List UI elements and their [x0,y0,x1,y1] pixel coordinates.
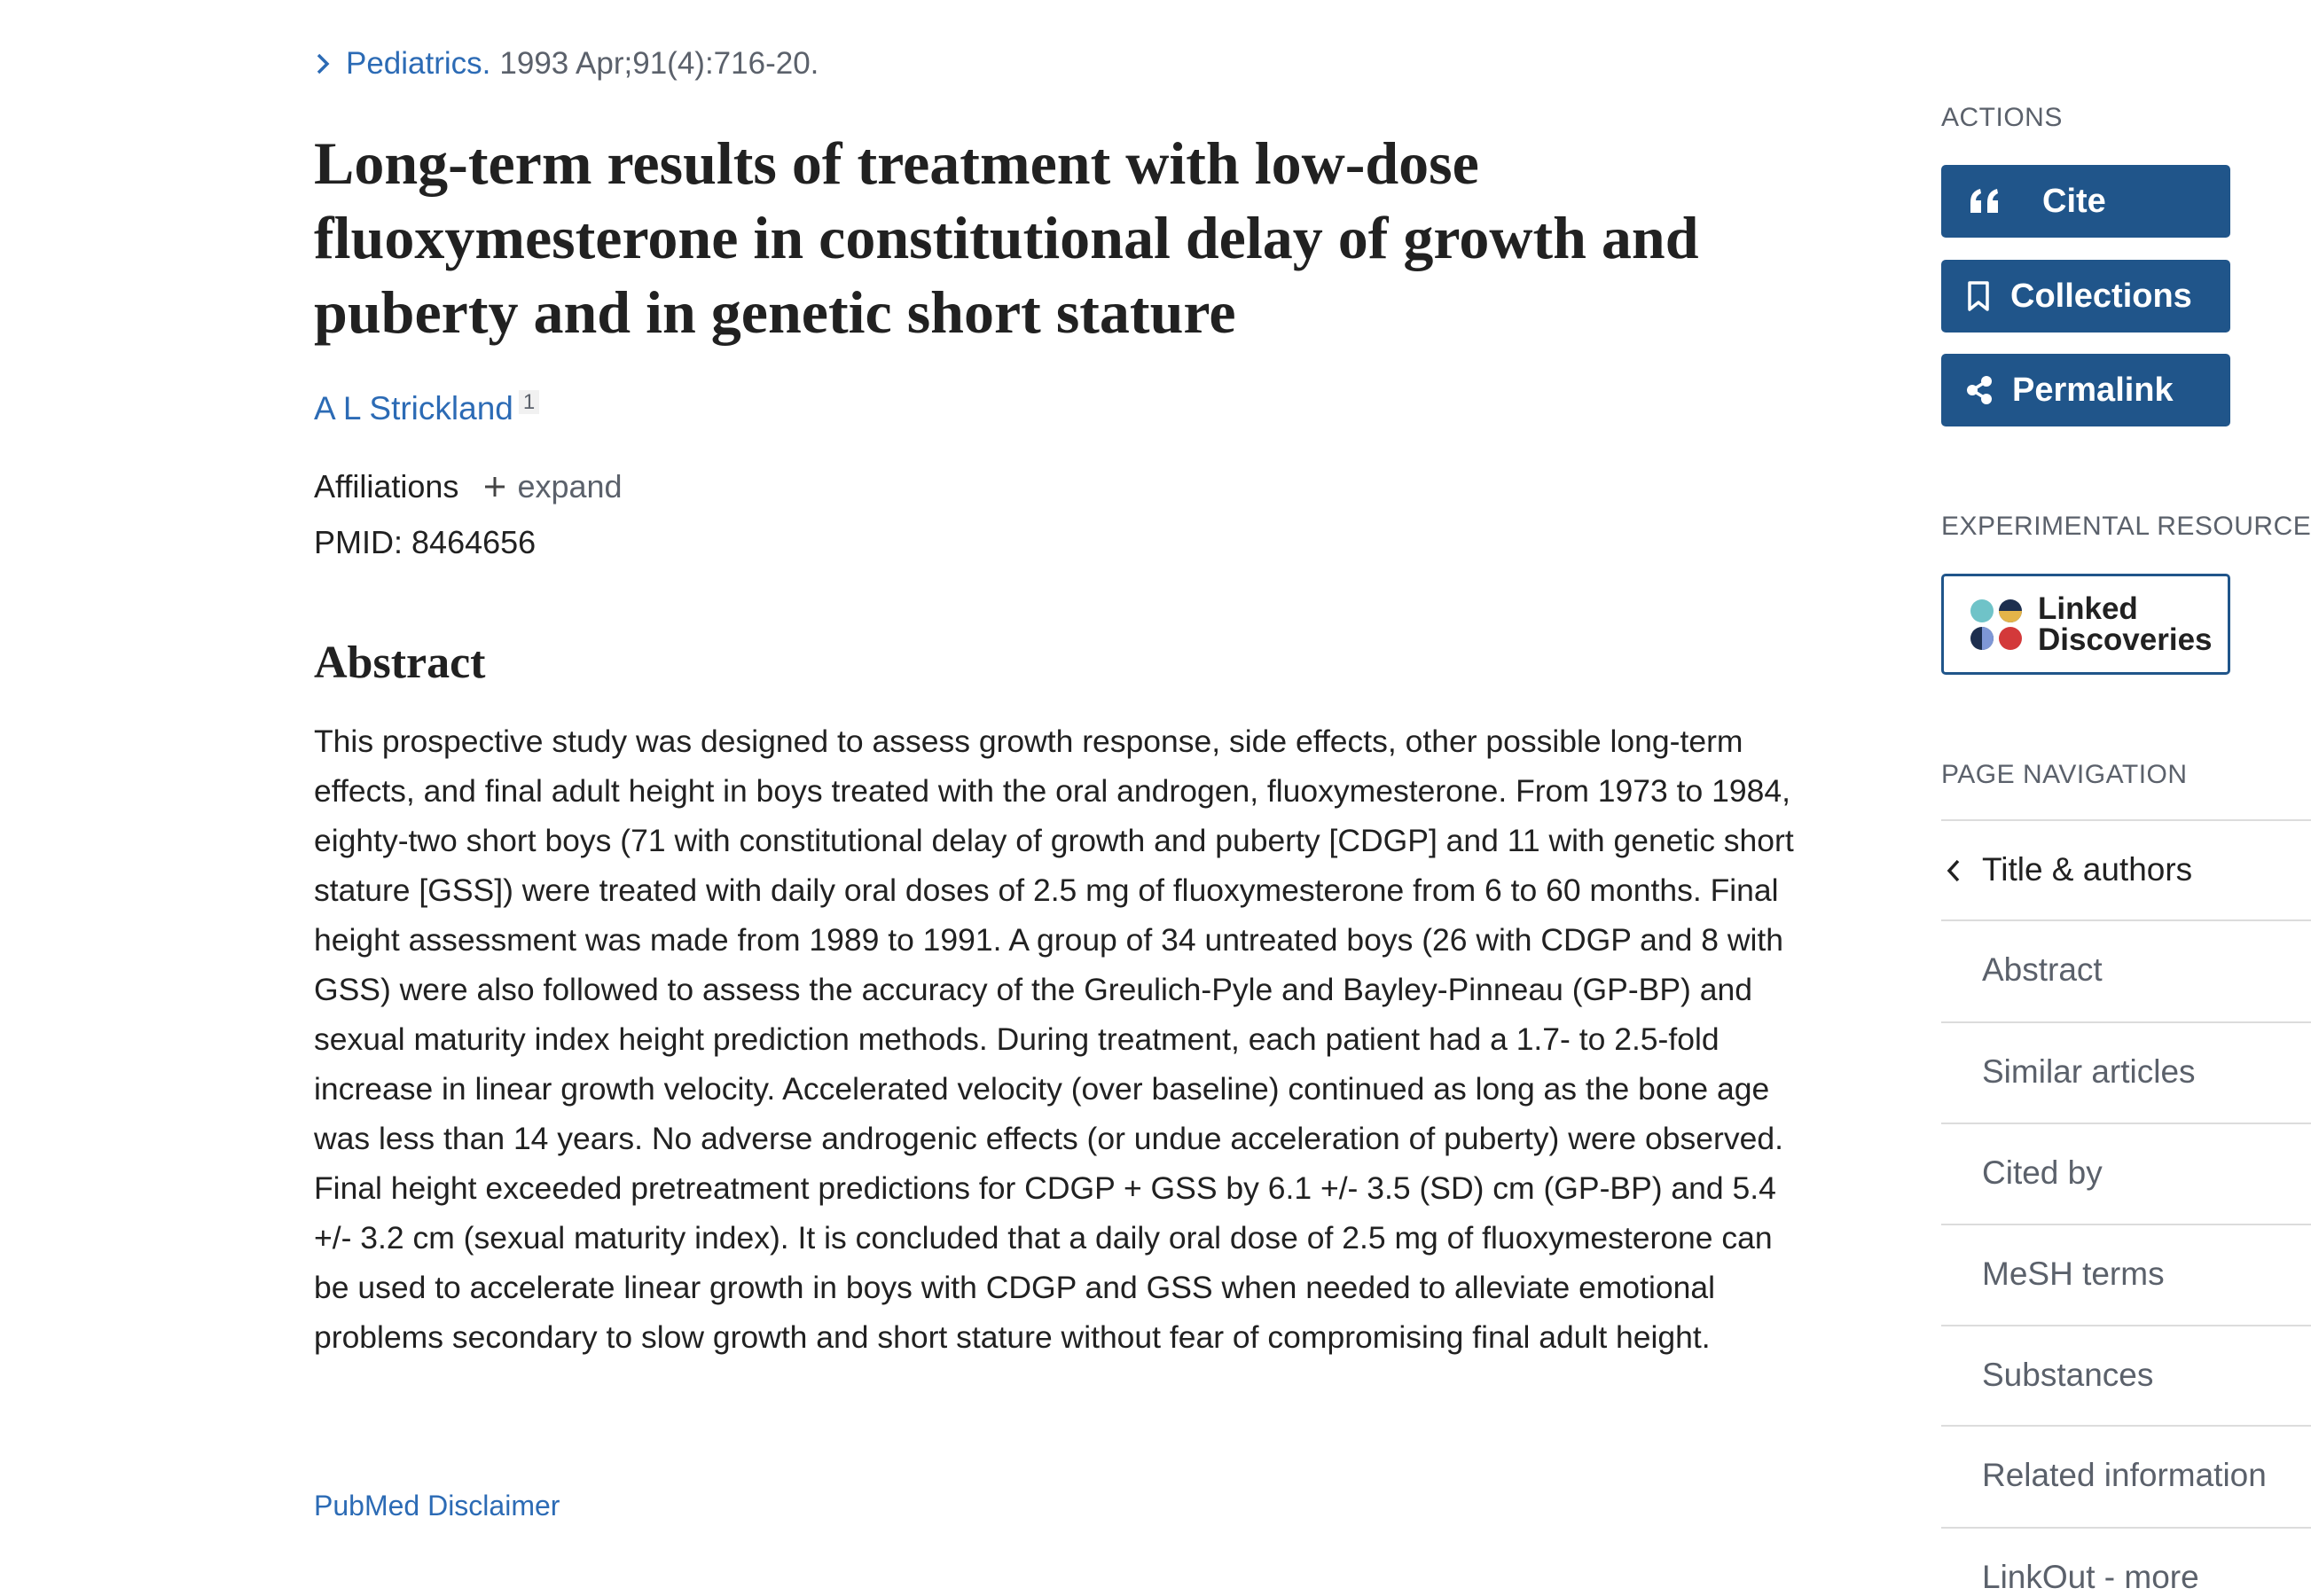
actions-heading: ACTIONS [1941,103,2063,132]
button-label: Permalink [2012,371,2174,409]
nav-divider [1941,1325,2311,1326]
nav-divider [1941,1021,2311,1023]
expand-toggle[interactable]: expand [482,468,623,505]
nav-divider [1941,819,2311,821]
nav-item[interactable]: Similar articles [1982,1053,2196,1090]
journal-citation: 1993 Apr;91(4):716-20. [499,46,819,81]
affiliations-label: Affiliations [314,468,459,505]
bookmark-icon [1968,281,1989,311]
button-label: Collections [2010,277,2192,315]
pmid-value: 8464656 [411,524,537,560]
nav-item[interactable]: MeSH terms [1982,1256,2165,1292]
article-title: Long-term results of treatment with low-… [314,129,1699,346]
author-list: A L Strickland 1 [314,390,540,427]
current-indicator [1947,859,1960,882]
chevron-icon [317,53,330,74]
nav-item[interactable]: Substances [1982,1357,2154,1393]
linked-discoveries-label: Linked Discoveries [2038,591,2213,657]
disclaimer-link[interactable]: PubMed Disclaimer [314,1490,560,1522]
plus-icon [485,477,505,497]
button-label: Cite [2042,182,2106,220]
nav-divider [1941,1224,2311,1225]
nav-item[interactable]: Abstract [1982,951,2103,988]
abstract-heading: Abstract [314,638,486,688]
nav-divider [1941,1425,2311,1427]
journal-line: Pediatrics. 1993 Apr;91(4):716-20. [314,46,819,82]
abstract-text: This prospective study was designed to a… [314,724,1794,1355]
permalink-button[interactable]: Permalink [1941,354,2230,426]
author-link[interactable]: A L Strickland [314,390,513,426]
cite-button[interactable]: Cite [1941,165,2230,238]
quote-icon [1970,189,1998,213]
nav-divider [1941,919,2311,921]
expand-text: expand [517,468,623,505]
linked-discoveries-button[interactable]: Linked Discoveries [1941,574,2230,675]
chevron-path [1947,859,1960,882]
nav-item[interactable]: Related information [1982,1457,2267,1493]
nav-divider [1941,1527,2311,1529]
experimental-heading: EXPERIMENTAL RESOURCE [1941,512,2311,541]
affiliation-ref[interactable]: 1 [518,390,540,414]
linked-discoveries-logo [1970,599,2022,650]
affiliations: Affiliations expand [314,468,623,505]
collections-button[interactable]: Collections [1941,260,2230,332]
nav-divider [1941,1123,2311,1124]
pmid-label: PMID: [314,524,403,560]
pmid: PMID: 8464656 [314,524,536,561]
nav-item[interactable]: LinkOut - more [1982,1559,2199,1595]
nav-item[interactable]: Title & authors [1982,851,2193,888]
journal-link[interactable]: Pediatrics. [346,46,491,81]
share-icon [1967,376,1992,404]
navigation-heading: PAGE NAVIGATION [1941,760,2188,789]
nav-item[interactable]: Cited by [1982,1154,2103,1191]
